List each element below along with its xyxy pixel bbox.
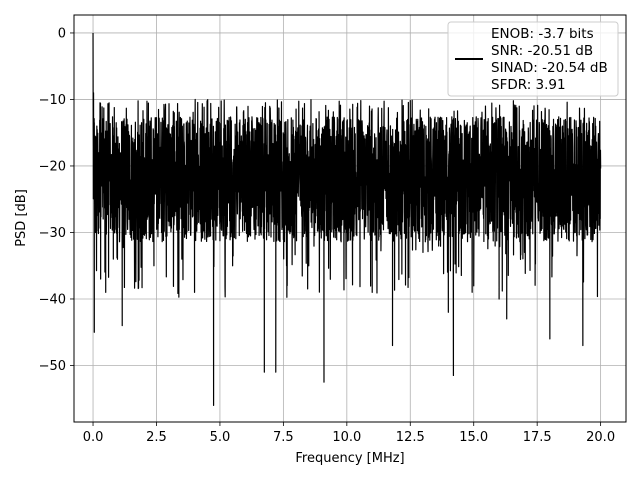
y-axis-ticks: 0 −10 −20 −30 −40 −50 (39, 26, 74, 374)
x-tick-label: 20.0 (586, 430, 615, 445)
x-tick-label: 7.5 (273, 430, 294, 445)
x-axis-label: Frequency [MHz] (295, 451, 404, 466)
x-tick-label: 17.5 (523, 430, 552, 445)
x-tick-label: 10.0 (332, 430, 361, 445)
y-tick-label: −10 (39, 93, 66, 108)
x-tick-label: 15.0 (459, 430, 488, 445)
y-tick-label: −40 (39, 292, 66, 307)
x-tick-label: 0.0 (83, 430, 104, 445)
legend-entry-sfdr: SFDR: 3.91 (491, 77, 566, 93)
legend-entry-snr: SNR: -20.51 dB (491, 43, 593, 59)
legend-entry-sinad: SINAD: -20.54 dB (491, 60, 608, 76)
legend: ENOB: -3.7 bits SNR: -20.51 dB SINAD: -2… (447, 21, 619, 97)
x-tick-label: 5.0 (210, 430, 231, 445)
x-tick-label: 12.5 (396, 430, 425, 445)
psd-series-line (92, 32, 602, 406)
plot-frame (73, 14, 627, 423)
x-axis-ticks: 0.0 2.5 5.0 7.5 10.0 12.5 15.0 17.5 20.0 (83, 422, 615, 445)
legend-entry-enob: ENOB: -3.7 bits (491, 26, 594, 42)
plot-area (92, 32, 602, 406)
y-tick-label: −50 (39, 359, 66, 374)
y-tick-label: −30 (39, 226, 66, 241)
y-tick-label: −20 (39, 159, 66, 174)
y-tick-label: 0 (58, 26, 66, 41)
legend-box (447, 21, 619, 97)
x-tick-label: 2.5 (146, 430, 167, 445)
y-axis-label: PSD [dB] (14, 189, 29, 247)
